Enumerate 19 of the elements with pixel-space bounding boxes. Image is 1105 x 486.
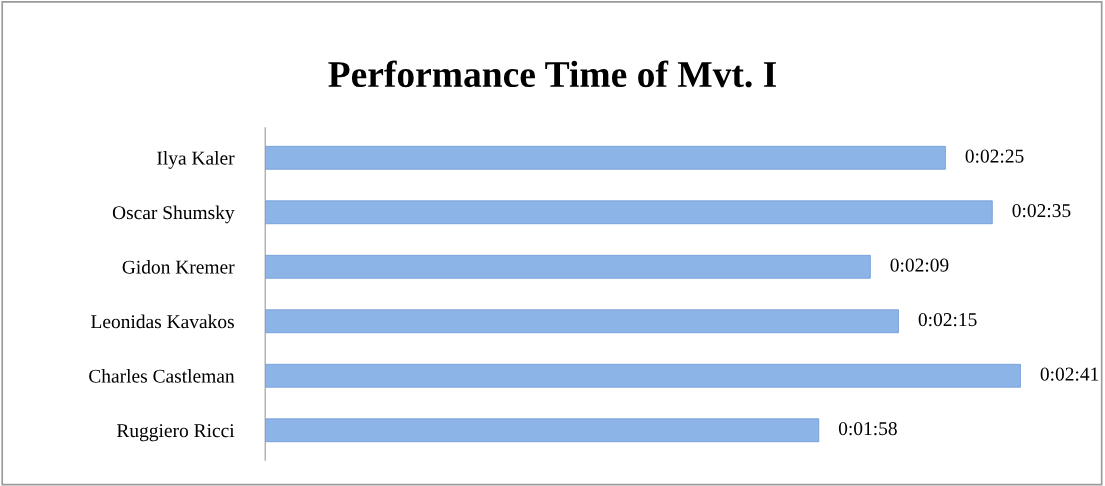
y-tick-label: Leonidas Kavakos: [91, 314, 234, 329]
data-label: 0:02:35: [1012, 204, 1071, 218]
chart-title: Performance Time of Mvt. I: [328, 60, 777, 88]
bar: [265, 145, 946, 170]
bar: [265, 363, 1021, 388]
data-label: 0:02:09: [890, 258, 949, 272]
bar: [265, 200, 993, 225]
y-tick-label: Oscar Shumsky: [112, 205, 235, 224]
y-tick-label: Charles Castleman: [89, 369, 235, 383]
bar: [265, 309, 899, 334]
data-label: 0:01:58: [838, 422, 897, 436]
y-tick-label: Gidon Kremer: [122, 260, 235, 274]
data-label: 0:02:25: [965, 149, 1024, 163]
data-label: 0:02:41: [1040, 367, 1099, 381]
y-tick-label: Ruggiero Ricci: [116, 424, 235, 442]
y-tick-label: Ilya Kaler: [157, 151, 235, 169]
data-label: 0:02:15: [918, 313, 977, 327]
bar: [265, 418, 820, 443]
bar: [265, 254, 871, 279]
